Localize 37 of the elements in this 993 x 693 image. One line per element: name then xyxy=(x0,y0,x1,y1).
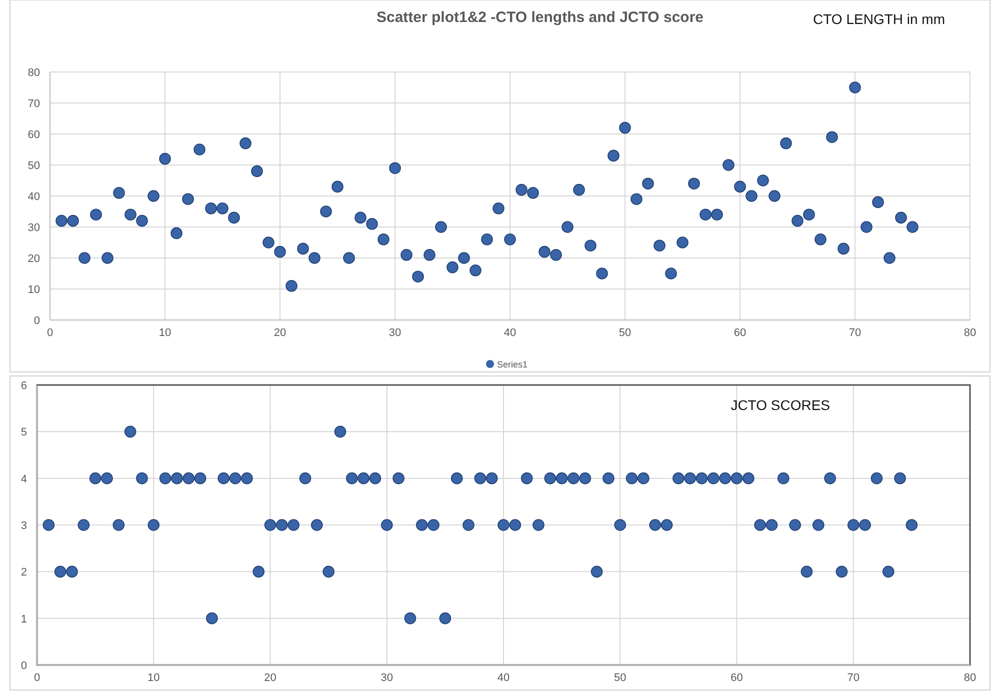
y-tick-label: 4 xyxy=(20,473,27,486)
x-tick-label: 60 xyxy=(734,327,746,339)
x-tick-label: 70 xyxy=(847,672,860,684)
annotation: JCTO SCORES xyxy=(730,397,830,413)
x-tick-label: 30 xyxy=(380,672,393,684)
x-tick-label: 40 xyxy=(497,672,510,684)
y-tick-label: 1 xyxy=(20,613,27,626)
x-tick-label: 20 xyxy=(274,327,286,339)
x-tick-label: 20 xyxy=(264,672,276,684)
y-tick-label: 30 xyxy=(28,222,40,234)
x-tick-label: 80 xyxy=(964,672,976,684)
y-tick-label: 0 xyxy=(20,660,27,672)
text: CTO LENGTH in mm xyxy=(813,11,945,27)
x-tick-label: 50 xyxy=(618,327,632,339)
legend-label: Series1 xyxy=(497,360,528,370)
y-tick-label: 50 xyxy=(28,160,40,172)
y-tick-label: 2 xyxy=(20,566,27,579)
x-tick-label: 10 xyxy=(158,327,172,339)
x-tick-label: 10 xyxy=(148,672,160,684)
x-tick-label: 70 xyxy=(848,327,862,339)
chart-title: Scatter plot1&2 -CTO lengths and JCTO score xyxy=(376,9,704,26)
y-tick-label: 60 xyxy=(28,129,40,141)
x-tick-label: 30 xyxy=(388,327,402,339)
y-tick-label: 20 xyxy=(28,253,40,265)
x-tick-label: 50 xyxy=(614,672,626,684)
y-tick-label: 80 xyxy=(28,67,40,79)
y-tick-label: 6 xyxy=(20,380,27,392)
y-tick-label: 70 xyxy=(28,98,40,110)
x-tick-label: 0 xyxy=(46,327,54,339)
x-tick-label: 40 xyxy=(504,327,516,339)
x-tick-label: 80 xyxy=(964,327,976,339)
y-tick-label: 3 xyxy=(20,520,27,532)
y-tick-label: 40 xyxy=(28,191,40,203)
y-tick-label: 5 xyxy=(20,426,27,439)
x-tick-label: 60 xyxy=(730,672,743,684)
y-tick-label: 0 xyxy=(34,315,40,327)
y-tick-label: 10 xyxy=(28,284,40,296)
